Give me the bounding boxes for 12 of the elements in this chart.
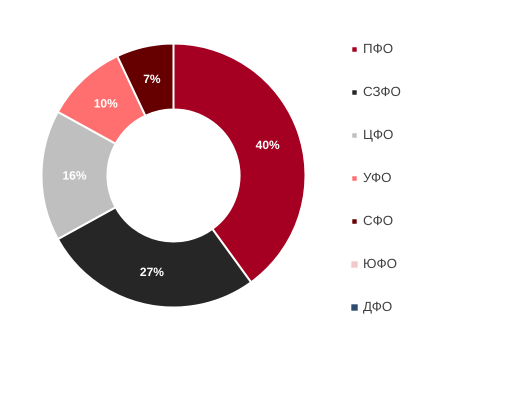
data-label: 27%: [140, 265, 164, 280]
legend-label: СЗФО: [363, 84, 401, 99]
legend-label: УФО: [363, 170, 392, 185]
data-label: 7%: [143, 72, 161, 86]
data-label: 40%: [256, 138, 280, 152]
legend-label: ПФО: [363, 41, 394, 56]
legend-label: ЮФО: [363, 256, 397, 271]
legend-label: СФО: [363, 213, 394, 228]
data-label: 16%: [62, 168, 87, 182]
data-label: 10%: [94, 96, 118, 110]
legend-label: ДФО: [363, 299, 392, 314]
legend-label: ЦФО: [363, 127, 394, 142]
